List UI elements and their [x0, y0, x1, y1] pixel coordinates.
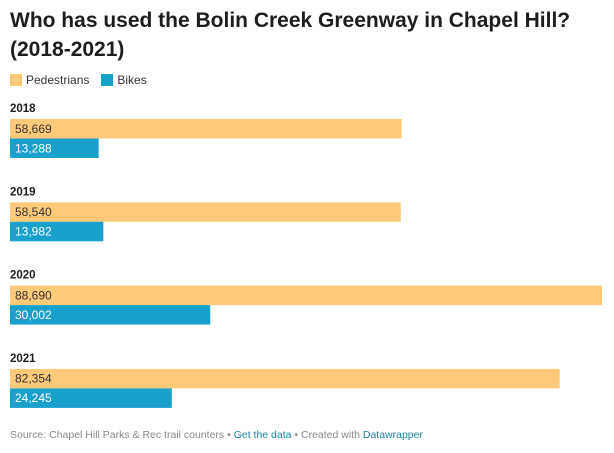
bar-pedestrians-2018: [10, 119, 402, 139]
created-with-text: • Created with: [291, 429, 362, 441]
footer-separator: •: [224, 429, 234, 441]
value-label-pedestrians-2019: 58,540: [15, 205, 52, 219]
get-data-link[interactable]: Get the data: [234, 429, 292, 441]
bar-pedestrians-2020: [10, 286, 602, 306]
footer: Source: Chapel Hill Parks & Rec trail co…: [10, 429, 423, 441]
value-label-pedestrians-2018: 58,669: [15, 122, 52, 136]
value-label-bikes-2018: 13,288: [15, 141, 52, 155]
value-label-pedestrians-2020: 88,690: [15, 288, 52, 302]
category-label-2021: 2021: [10, 353, 36, 365]
value-label-pedestrians-2021: 82,354: [15, 372, 52, 386]
category-label-2020: 2020: [10, 270, 36, 282]
value-label-bikes-2020: 30,002: [15, 308, 52, 322]
bar-chart: 2018 58,669 13,288 2019 58,540 13,982 2020 88,6…: [0, 0, 614, 425]
bar-pedestrians-2019: [10, 202, 401, 222]
value-label-bikes-2019: 13,982: [15, 225, 52, 239]
value-label-bikes-2021: 24,245: [15, 391, 52, 405]
category-label-2019: 2019: [10, 186, 36, 198]
datawrapper-link[interactable]: Datawrapper: [363, 429, 423, 441]
bar-pedestrians-2021: [10, 369, 560, 389]
category-label-2018: 2018: [10, 103, 36, 115]
source-text: Source: Chapel Hill Parks & Rec trail co…: [10, 429, 224, 441]
